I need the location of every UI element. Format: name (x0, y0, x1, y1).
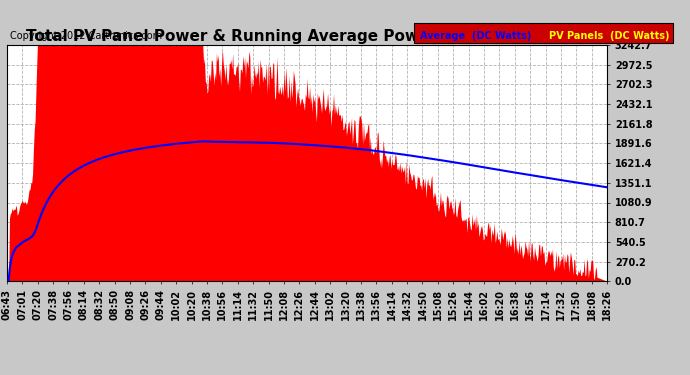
Text: PV Panels  (DC Watts): PV Panels (DC Watts) (549, 31, 669, 40)
Text: Average  (DC Watts): Average (DC Watts) (420, 31, 531, 40)
Text: Copyright 2012 Cartronics.com: Copyright 2012 Cartronics.com (10, 32, 162, 41)
Title: Total PV Panel Power & Running Average Power Sat Sep 29 18:38: Total PV Panel Power & Running Average P… (26, 29, 589, 44)
